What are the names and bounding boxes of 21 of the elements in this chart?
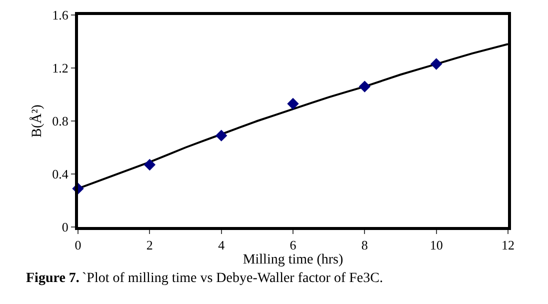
caption: Figure 7. [26, 271, 80, 286]
point [215, 130, 228, 142]
x-tick-label: 2 [146, 238, 153, 253]
y-tick-label: 0.4 [52, 166, 69, 182]
x-tick-label: 8 [361, 238, 368, 253]
x-tick-label: 4 [218, 238, 226, 253]
y-axis-title: B(Å²) [28, 104, 45, 138]
point [144, 158, 156, 171]
y-tick-label: 1.6 [52, 8, 69, 23]
point [430, 58, 442, 70]
y-tick-label: 0 [62, 220, 68, 235]
x-axis-title: Milling time (hrs) [242, 252, 344, 268]
x-tick-label: 6 [290, 238, 297, 253]
text: `Plot of milling time vs Debye-Waller factor of Fe3C. [82, 271, 383, 286]
x-tick-label: 10 [430, 238, 443, 253]
point [287, 98, 299, 110]
y-tick-label: 1.2 [52, 60, 68, 76]
x-tick-label: 12 [502, 238, 514, 253]
x-tick-label: 0 [74, 238, 82, 253]
y-tick-label: 0.8 [52, 114, 68, 129]
point [358, 80, 371, 92]
